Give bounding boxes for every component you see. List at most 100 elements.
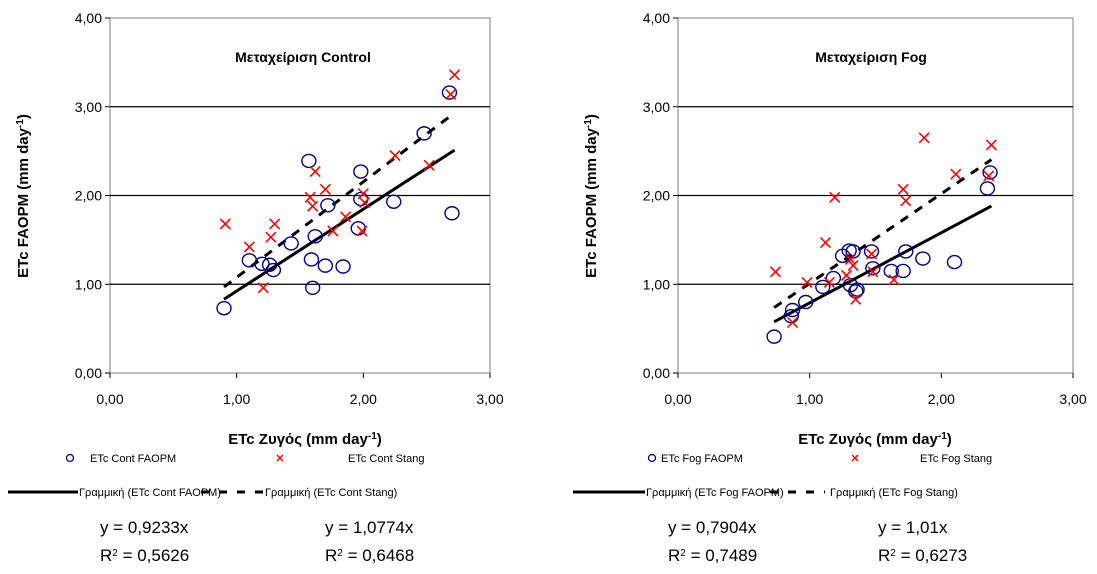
point-stang-stroke-b <box>445 88 457 100</box>
legend-marker-faopm <box>65 453 75 463</box>
y-tick-label: 4,00 <box>643 10 670 26</box>
x-tick-label: 1,00 <box>223 391 250 407</box>
point-stang-stroke-b <box>850 293 862 305</box>
equation-text: y = 1,01x <box>878 518 948 537</box>
point-faopm <box>335 259 351 274</box>
point-stang <box>847 260 859 272</box>
point-faopm <box>815 279 831 295</box>
point-faopm <box>307 229 323 244</box>
point-stang-stroke-b <box>844 253 857 265</box>
point-stang-stroke-b <box>219 218 231 230</box>
point-stang-stroke-b <box>867 266 879 278</box>
point-stang-stroke-b <box>307 200 319 212</box>
point-faopm <box>265 262 282 278</box>
point-stang-stroke-b <box>840 269 853 281</box>
point-stang <box>769 266 781 278</box>
point-faopm <box>863 244 880 259</box>
point-stang-stroke-b <box>356 225 368 237</box>
point-stang <box>844 253 857 265</box>
point-stang <box>389 149 401 162</box>
x-tick-label: 3,00 <box>476 391 503 407</box>
y-tick-label: 1,00 <box>643 276 670 292</box>
legend-marker-stang-stroke-b <box>851 454 859 462</box>
point-stang-stroke-b <box>357 188 369 200</box>
equation-text: y = 1,0774x <box>325 518 414 537</box>
r-squared-text: R2 = 0,7489 <box>668 546 757 565</box>
point-stang-stroke-b <box>950 168 962 180</box>
point-stang-stroke-b <box>257 282 269 294</box>
point-stang <box>867 266 879 278</box>
point-stang <box>340 211 352 223</box>
legend-marker-stang-stroke-b <box>276 454 284 462</box>
chart-title: Μεταχείριση Fog <box>815 49 927 65</box>
point-stang <box>327 225 339 237</box>
point-stang-stroke-b <box>865 248 878 260</box>
point-stang-stroke-b <box>801 276 813 289</box>
equation-text: y = 0,7904x <box>668 518 757 537</box>
legend-label-faopm: ETc Fog FAOPM <box>661 453 743 465</box>
point-stang <box>865 248 878 260</box>
point-faopm <box>849 282 865 297</box>
point-faopm <box>301 153 317 169</box>
x-tick-label: 1,00 <box>796 391 823 407</box>
point-stang <box>918 132 930 144</box>
point-stang <box>900 195 912 207</box>
r-squared-text: R2 = 0,6273 <box>878 546 967 565</box>
chart-control: 0,00 1,00 2,00 3,00 4,00 0,00 1,00 2,00 3,00 Μετα… <box>8 10 504 565</box>
point-stang <box>823 276 835 289</box>
y-tick-label: 2,00 <box>643 188 670 204</box>
point-faopm <box>895 263 911 279</box>
point-stang <box>850 293 862 305</box>
point-stang-stroke-b <box>983 170 995 182</box>
point-stang <box>888 274 900 286</box>
point-stang-stroke-b <box>304 191 316 203</box>
point-faopm <box>784 302 801 318</box>
point-stang <box>819 236 832 249</box>
point-stang <box>829 191 841 203</box>
point-stang <box>257 282 269 294</box>
legend-label-trend-stang: Γραμμική (ETc Fog Stang) <box>830 487 958 499</box>
point-stang <box>786 316 799 328</box>
point-stang-stroke-b <box>900 195 912 207</box>
equation-text: y = 0,9233x <box>100 518 189 537</box>
point-faopm <box>283 236 299 251</box>
y-tick-label: 3,00 <box>643 99 670 115</box>
legend-label-trend-faopm: Γραμμική (ETc Fog FAOPM) <box>646 487 784 499</box>
y-tick-label: 1,00 <box>75 276 102 292</box>
point-stang <box>304 191 316 203</box>
trendline-faopm <box>223 148 456 301</box>
x-tick-label: 2,00 <box>928 391 955 407</box>
point-faopm <box>982 165 998 180</box>
point-faopm <box>303 252 320 267</box>
point-faopm <box>766 329 782 344</box>
point-stang <box>897 183 909 195</box>
point-stang <box>243 241 255 253</box>
point-stang <box>983 170 995 182</box>
point-stang-stroke-b <box>847 260 859 272</box>
legend-label-stang: ETc Cont Stang <box>348 453 424 465</box>
point-stang <box>357 188 369 200</box>
point-stang <box>269 218 281 230</box>
point-faopm <box>254 256 270 272</box>
y-axis-label: ETc FAOPM (mm day-1) <box>583 114 601 278</box>
point-stang-stroke-b <box>269 218 281 230</box>
point-stang-stroke-b <box>918 132 930 144</box>
trendline-faopm <box>773 204 993 324</box>
point-faopm <box>320 198 336 213</box>
point-faopm <box>915 251 931 266</box>
y-tick-label: 2,00 <box>75 188 102 204</box>
point-stang-stroke-b <box>359 197 371 209</box>
point-faopm <box>386 194 402 209</box>
point-stang-stroke-b <box>985 139 997 151</box>
point-stang-stroke-b <box>423 159 435 171</box>
trendline-stang <box>223 111 456 289</box>
point-faopm <box>946 254 963 270</box>
point-stang-stroke-b <box>319 183 331 195</box>
point-stang <box>950 168 962 180</box>
y-tick-label: 0,00 <box>643 365 670 381</box>
point-faopm <box>898 244 914 259</box>
y-tick-label: 4,00 <box>75 10 102 26</box>
legend-label-stang: ETc Fog Stang <box>920 453 992 465</box>
y-tick-label: 0,00 <box>75 365 102 381</box>
point-stang-stroke-b <box>819 236 832 249</box>
